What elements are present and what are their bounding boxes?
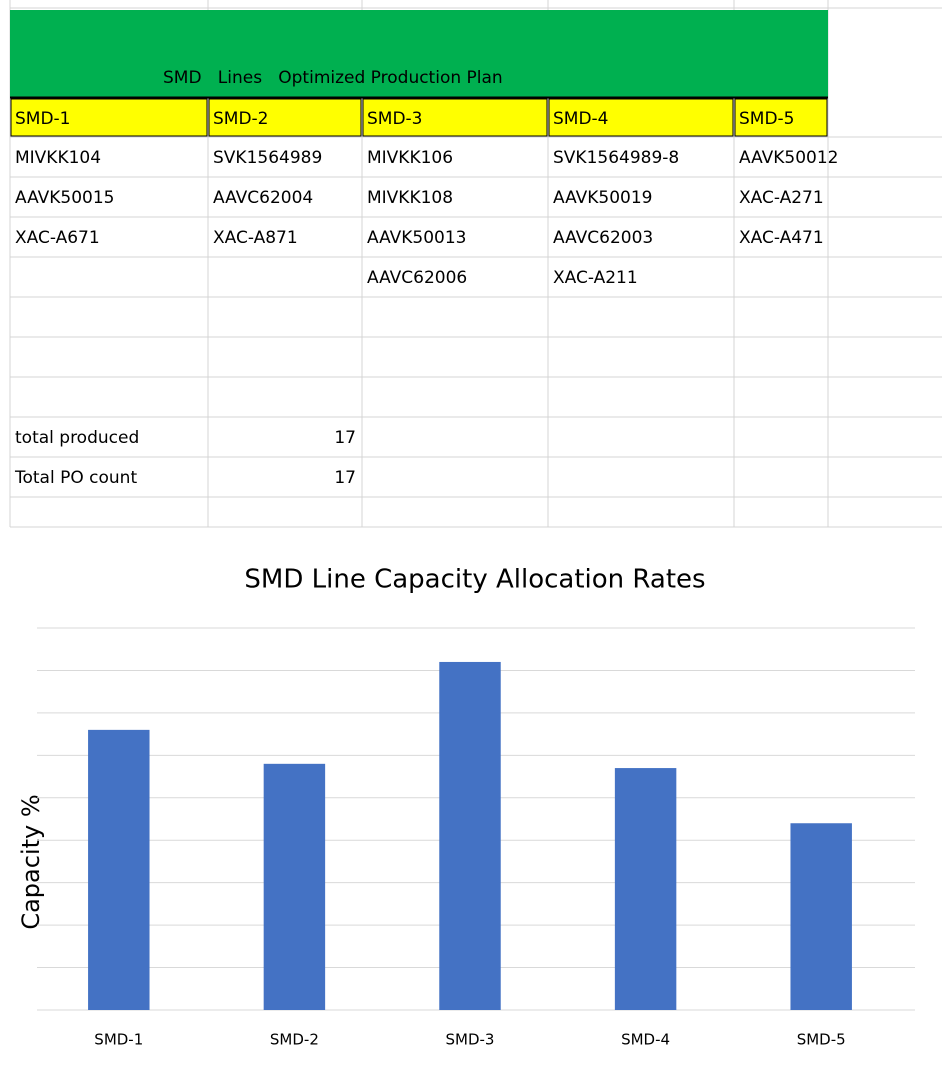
cell-text: XAC-A871: [213, 228, 298, 248]
cell-text: AAVK50015: [15, 188, 115, 208]
x-tick-label: SMD-2: [270, 1031, 319, 1049]
x-tick-label: SMD-1: [94, 1031, 143, 1049]
header-text: SMD-3: [367, 109, 423, 129]
header-text: SMD-4: [553, 109, 609, 129]
cell-text: XAC-A671: [15, 228, 100, 248]
x-tick-label: SMD-4: [621, 1031, 670, 1049]
cell-text: MIVKK106: [367, 148, 453, 168]
summary-label: Total PO count: [14, 468, 137, 488]
header-cell: [734, 98, 828, 137]
cell-text: MIVKK108: [367, 188, 453, 208]
cell-text: MIVKK104: [15, 148, 101, 168]
cell-text: AAVK50013: [367, 228, 467, 248]
bar: [88, 729, 150, 1010]
title-band: [10, 10, 828, 97]
cell-text: SVK1564989: [213, 148, 322, 168]
cell-text: XAC-A471: [739, 228, 824, 248]
header-text: SMD-5: [739, 109, 795, 129]
x-tick-label: SMD-5: [797, 1031, 846, 1049]
summary-value: 17: [334, 428, 356, 448]
summary-label: total produced: [15, 428, 139, 448]
header-cell: [208, 98, 362, 137]
y-axis-label: Capacity %: [17, 794, 45, 929]
bar: [790, 823, 852, 1010]
chart-title: SMD Line Capacity Allocation Rates: [244, 565, 705, 595]
cell-text: AAVK50019: [553, 188, 653, 208]
summary-value: 17: [334, 468, 356, 488]
header-cell: [548, 98, 734, 137]
x-tick-label: SMD-3: [446, 1031, 495, 1049]
header-cell: [362, 98, 548, 137]
bar: [614, 768, 677, 1010]
cell-text: AAVC62006: [367, 268, 467, 288]
cell-text: AAVK50012: [739, 148, 839, 168]
bar: [263, 763, 326, 1010]
sheet-title: SMD Lines Optimized Production Plan: [163, 68, 503, 88]
cell-text: XAC-A211: [553, 268, 638, 288]
header-text: SMD-2: [213, 109, 269, 129]
cell-text: SVK1564989-8: [553, 148, 679, 168]
header-cell: [10, 98, 208, 137]
cell-text: XAC-A271: [739, 188, 824, 208]
header-text: SMD-1: [15, 109, 71, 129]
bar: [439, 661, 501, 1010]
cell-text: AAVC62003: [553, 228, 653, 248]
cell-text: AAVC62004: [213, 188, 313, 208]
